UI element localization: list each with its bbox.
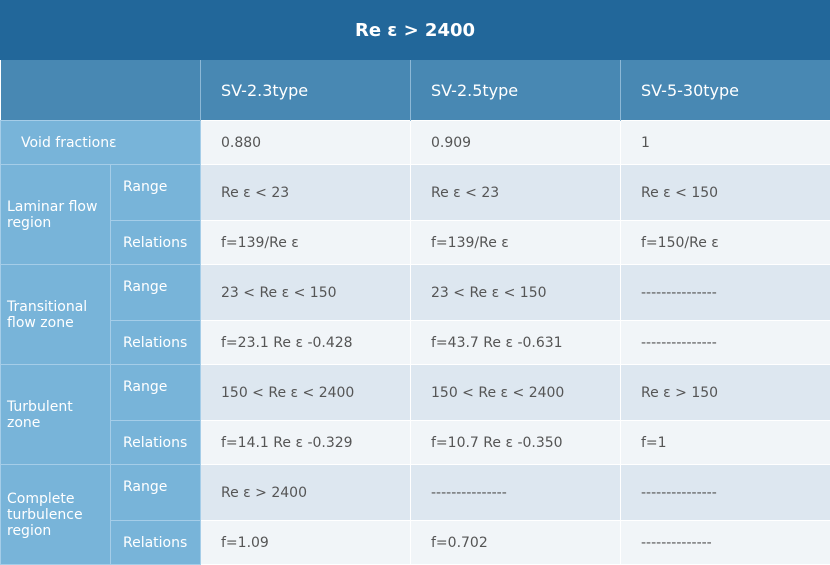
table-cell: f=1.09 <box>201 521 411 565</box>
table-cell: 23 < Re ε < 150 <box>201 265 411 321</box>
relations-label: Relations <box>111 421 201 465</box>
table-cell: 0.909 <box>411 121 621 165</box>
column-header: SV-2.5type <box>411 60 621 121</box>
table-cell: --------------- <box>621 321 830 365</box>
table-cell: f=14.1 Re ε -0.329 <box>201 421 411 465</box>
relations-label: Relations <box>111 521 201 565</box>
table-cell: Re ε < 150 <box>621 165 830 221</box>
table-cell: Re ε > 2400 <box>201 465 411 521</box>
table-cell: 23 < Re ε < 150 <box>411 265 621 321</box>
table-cell: f=10.7 Re ε -0.350 <box>411 421 621 465</box>
group-label: Complete turbulence region <box>1 465 111 565</box>
table-cell: f=139/Re ε <box>411 221 621 265</box>
table-title: Re ε > 2400 <box>0 0 830 60</box>
range-label: Range <box>111 165 201 221</box>
table-cell: -------------- <box>621 521 830 565</box>
range-label: Range <box>111 265 201 321</box>
friction-factor-table: SV-2.3type SV-2.5type SV-5-30type Void f… <box>0 60 830 565</box>
void-fraction-row: Void fractionε 0.880 0.909 1 <box>1 121 830 165</box>
group-label: Turbulent zone <box>1 365 111 465</box>
table-cell: f=0.702 <box>411 521 621 565</box>
table-cell: --------------- <box>621 465 830 521</box>
table-cell: f=1 <box>621 421 830 465</box>
column-header: SV-2.3type <box>201 60 411 121</box>
range-label: Range <box>111 365 201 421</box>
table-cell: Re ε < 23 <box>201 165 411 221</box>
table-cell: f=23.1 Re ε -0.428 <box>201 321 411 365</box>
table-cell: 0.880 <box>201 121 411 165</box>
relations-label: Relations <box>111 221 201 265</box>
group-label: Transitional flow zone <box>1 265 111 365</box>
table-cell: f=43.7 Re ε -0.631 <box>411 321 621 365</box>
table-cell: 150 < Re ε < 2400 <box>201 365 411 421</box>
table-cell: --------------- <box>621 265 830 321</box>
column-header: SV-5-30type <box>621 60 830 121</box>
range-label: Range <box>111 465 201 521</box>
table-cell: 1 <box>621 121 830 165</box>
relations-label: Relations <box>111 321 201 365</box>
header-blank <box>1 60 201 121</box>
group-label: Laminar flow region <box>1 165 111 265</box>
void-fraction-label: Void fractionε <box>1 121 201 165</box>
header-row: SV-2.3type SV-2.5type SV-5-30type <box>1 60 830 121</box>
table-cell: --------------- <box>411 465 621 521</box>
table-cell: f=139/Re ε <box>201 221 411 265</box>
table-cell: Re ε < 23 <box>411 165 621 221</box>
table-cell: Re ε > 150 <box>621 365 830 421</box>
table-cell: 150 < Re ε < 2400 <box>411 365 621 421</box>
table-cell: f=150/Re ε <box>621 221 830 265</box>
